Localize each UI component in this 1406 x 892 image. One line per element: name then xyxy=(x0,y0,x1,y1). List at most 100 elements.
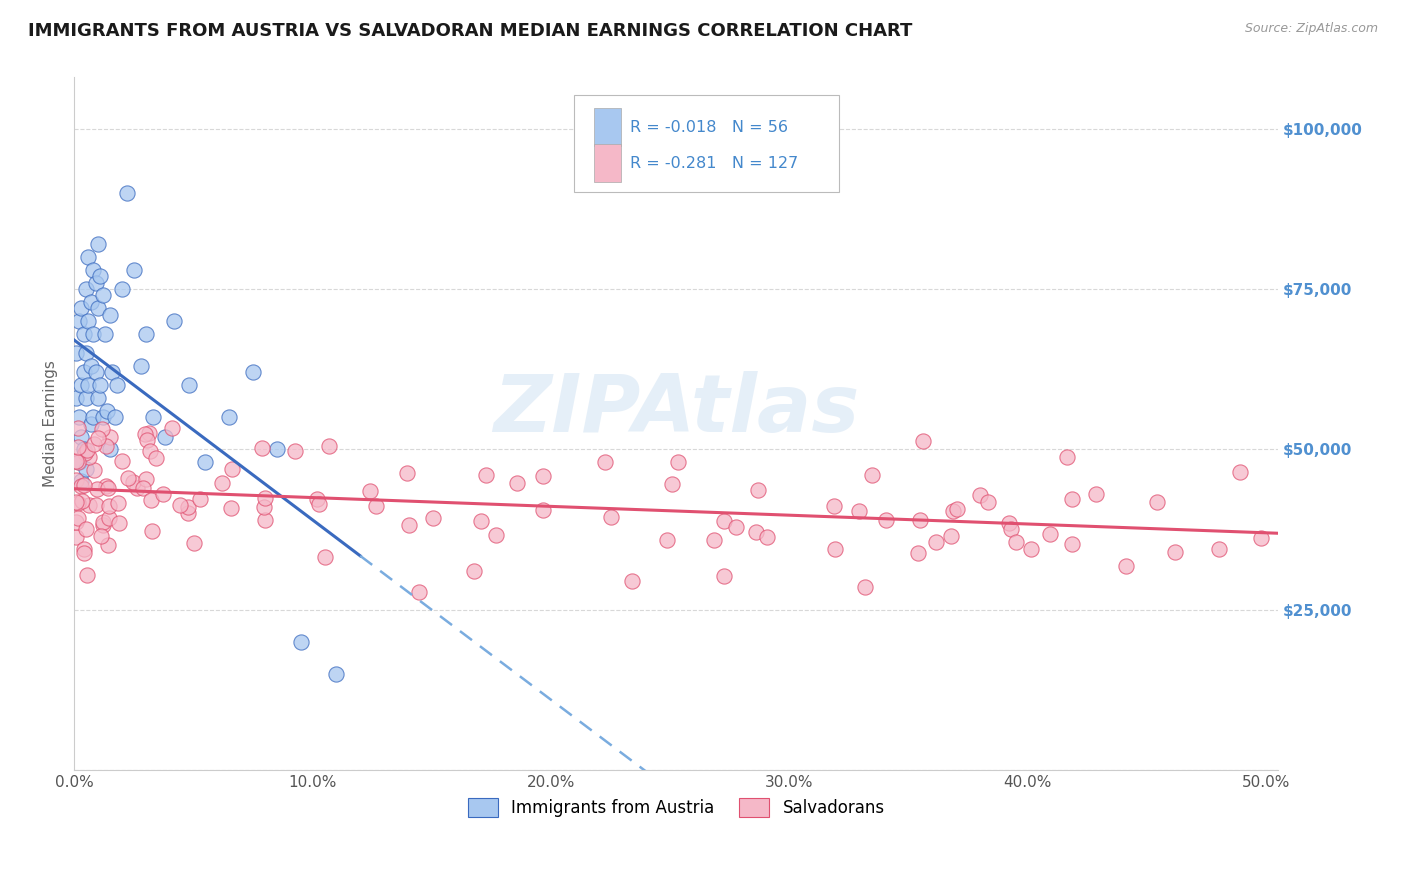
Point xyxy=(135,434,157,448)
Point xyxy=(177,378,200,392)
Point xyxy=(73,546,96,560)
Point xyxy=(860,468,883,483)
Point xyxy=(76,443,98,458)
Point xyxy=(111,282,134,296)
Point xyxy=(946,502,969,516)
Point xyxy=(823,499,845,513)
Point xyxy=(250,441,273,455)
Point xyxy=(824,542,846,557)
Point xyxy=(87,301,110,316)
Point xyxy=(242,366,264,380)
Point xyxy=(91,518,114,533)
Text: R = -0.281   N = 127: R = -0.281 N = 127 xyxy=(630,155,799,170)
Point xyxy=(135,472,157,486)
Point xyxy=(65,494,87,508)
Point xyxy=(72,326,94,341)
Point xyxy=(221,462,243,476)
Point xyxy=(87,237,110,252)
Point xyxy=(308,497,330,511)
Point xyxy=(132,481,155,495)
Point xyxy=(1004,534,1026,549)
Point xyxy=(87,431,110,445)
Point xyxy=(939,528,962,542)
Point xyxy=(142,410,165,425)
Point xyxy=(65,531,87,545)
Point xyxy=(91,288,114,302)
Point xyxy=(506,476,529,491)
Point xyxy=(122,262,145,277)
Point xyxy=(254,491,277,505)
Text: R = -0.018   N = 56: R = -0.018 N = 56 xyxy=(630,120,789,135)
Point xyxy=(90,529,112,543)
Point xyxy=(666,455,689,469)
Point xyxy=(72,366,94,380)
Point xyxy=(463,564,485,578)
Point xyxy=(976,494,998,508)
Point xyxy=(134,426,156,441)
Point xyxy=(65,346,87,360)
Point xyxy=(82,262,104,277)
Point xyxy=(67,410,90,425)
Point xyxy=(73,478,96,492)
Point xyxy=(162,421,184,435)
Point xyxy=(183,536,205,550)
Point xyxy=(107,516,129,530)
Point xyxy=(107,496,129,510)
Point xyxy=(163,314,186,328)
Point xyxy=(104,410,127,425)
Point xyxy=(127,481,149,495)
Point xyxy=(83,437,105,451)
Point xyxy=(744,525,766,540)
Point xyxy=(190,491,212,506)
Point xyxy=(117,471,139,485)
Point xyxy=(907,545,929,559)
Y-axis label: Median Earnings: Median Earnings xyxy=(44,360,58,487)
Point xyxy=(138,444,160,458)
Point xyxy=(105,378,128,392)
Point xyxy=(621,574,644,588)
Point xyxy=(80,359,103,373)
Point xyxy=(97,481,120,495)
Point xyxy=(1115,558,1137,573)
Point xyxy=(599,509,621,524)
Point xyxy=(67,314,90,328)
Point xyxy=(1229,465,1251,479)
Point xyxy=(66,421,89,435)
Point xyxy=(724,520,747,534)
Point xyxy=(359,484,381,499)
Point xyxy=(218,410,240,425)
Point xyxy=(1019,542,1042,557)
Point xyxy=(176,500,198,515)
Point xyxy=(1000,522,1022,536)
Point xyxy=(169,498,191,512)
Point xyxy=(72,442,94,457)
Point xyxy=(848,504,870,518)
Legend: Immigrants from Austria, Salvadorans: Immigrants from Austria, Salvadorans xyxy=(461,791,891,824)
Point xyxy=(65,515,87,529)
Point xyxy=(80,417,103,431)
Point xyxy=(87,391,110,405)
Point xyxy=(395,466,418,480)
Point xyxy=(67,496,90,510)
Point xyxy=(408,584,430,599)
Point xyxy=(1062,537,1084,551)
Point xyxy=(266,442,288,457)
Point xyxy=(1085,487,1108,501)
Point xyxy=(89,378,111,392)
Point xyxy=(1208,542,1230,557)
Point xyxy=(82,410,104,425)
Point xyxy=(713,569,735,583)
Point xyxy=(77,450,100,464)
Point xyxy=(97,499,120,513)
Point xyxy=(307,492,329,507)
Point xyxy=(211,475,233,490)
Point xyxy=(422,510,444,524)
Point xyxy=(115,186,138,200)
Point xyxy=(997,516,1019,531)
Point xyxy=(138,426,160,441)
FancyBboxPatch shape xyxy=(574,95,838,192)
Point xyxy=(75,461,97,475)
Point xyxy=(475,467,498,482)
Point xyxy=(135,326,157,341)
Point xyxy=(65,473,87,487)
